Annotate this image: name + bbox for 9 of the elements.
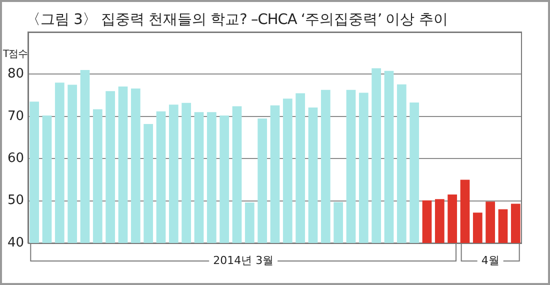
- chart-title: 〈그림 3〉 집중력 천재들의 학교? –CHCA ‘주의집중력’ 이상 추이: [26, 11, 448, 29]
- y-tick-label: 40: [7, 235, 24, 250]
- y-tick-label: 80: [7, 66, 24, 82]
- y-tick-label: 50: [7, 193, 24, 208]
- y-axis-title: T점수: [3, 48, 28, 61]
- text: 2014년 3월: [213, 254, 274, 267]
- y-tick-label: 70: [7, 108, 24, 124]
- text: 4월: [481, 254, 500, 267]
- y-tick-label: 60: [7, 150, 24, 166]
